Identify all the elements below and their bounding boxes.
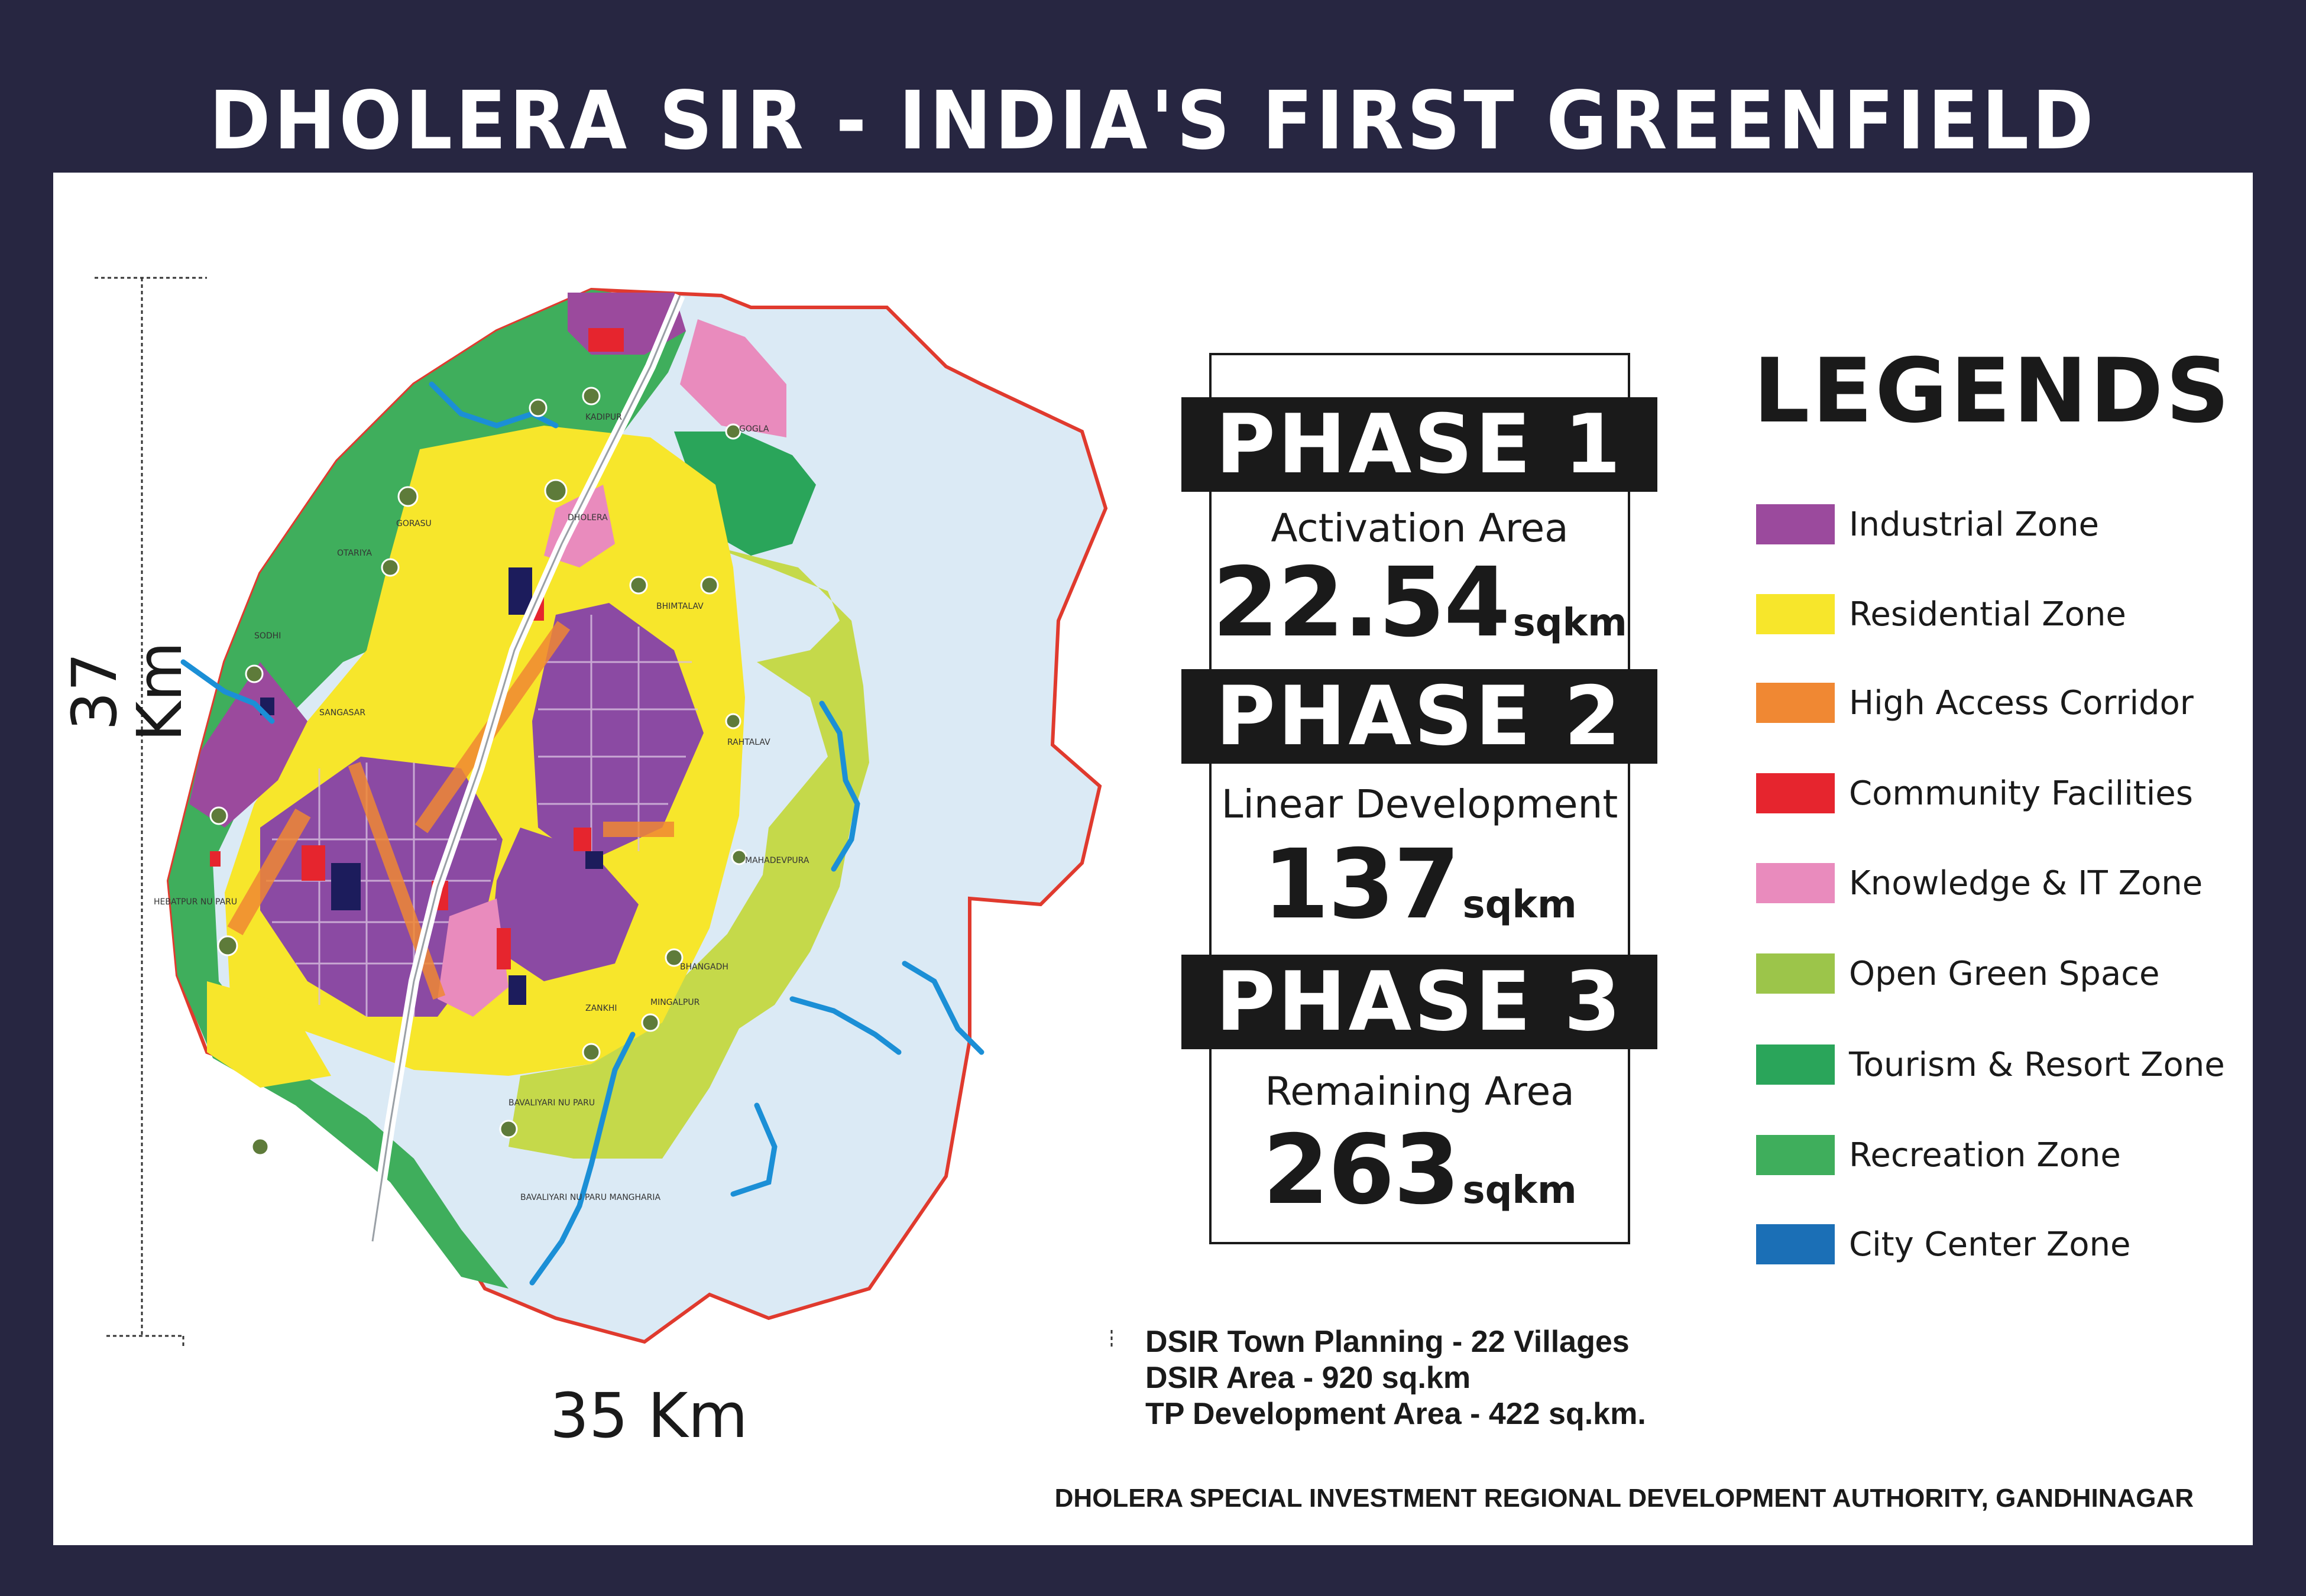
legend-label: Tourism & Resort Zone — [1849, 1046, 2225, 1084]
industrial-zone-sw — [260, 757, 503, 1017]
phase-1-area-value: 22.54 — [1212, 547, 1510, 658]
label-rahtalav: RAHTALAV — [727, 738, 770, 747]
label-bavaliyari: BAVALIYARI NU PARU — [509, 1098, 595, 1108]
open-green-space — [509, 544, 869, 1159]
label-otariya: OTARIYA — [337, 549, 372, 558]
label-bhangadh: BHANGADH — [680, 962, 728, 972]
width-dimension-label: 35 Km — [550, 1380, 748, 1452]
phase-2-header: PHASE 2 — [1181, 669, 1657, 764]
legend-swatch — [1756, 1044, 1835, 1085]
label-hebatpur: HEBATPUR NU PARU — [154, 897, 237, 907]
legend-label: High Access Corridor — [1849, 684, 2194, 722]
legend-swatch — [1756, 683, 1835, 723]
label-mangharia: BAVALIYARI NU PARU MANGHARIA — [520, 1193, 660, 1202]
knowledge-it-zone-north — [680, 319, 786, 437]
industrial-zone-west — [189, 662, 307, 828]
legend-title: LEGENDS — [1753, 340, 2232, 443]
phases-box — [1209, 353, 1630, 1244]
legend-swatch — [1756, 863, 1835, 903]
legend-label: Recreation Zone — [1849, 1136, 2121, 1175]
phase-2-description: Linear Development — [1221, 781, 1618, 827]
label-zankhi: ZANKHI — [585, 1004, 617, 1013]
knowledge-it-zone-south — [438, 898, 509, 1017]
legend-label: Community Facilities — [1849, 774, 2193, 813]
village-markers — [209, 387, 747, 1156]
notes: DSIR Town Planning - 22 Villages DSIR Ar… — [1145, 1324, 1646, 1432]
label-bhimtalav: BHIMTALAV — [656, 602, 704, 611]
legend-label: Open Green Space — [1849, 955, 2160, 993]
legend-swatch — [1756, 594, 1835, 634]
phase-2-area-unit: sqkm — [1462, 883, 1577, 927]
legend-swatch — [1756, 1224, 1835, 1264]
note-town-planning: DSIR Town Planning - 22 Villages — [1145, 1325, 1630, 1359]
label-gorasu: GORASU — [396, 519, 432, 528]
label-kadipur: KADIPUR — [585, 413, 622, 422]
phase-3-description: Remaining Area — [1265, 1069, 1575, 1114]
label-gogla: GOGLA — [739, 424, 769, 434]
phase-1-area: 22.54sqkm — [1209, 553, 1630, 673]
phase-3-area: 263sqkm — [1209, 1120, 1630, 1241]
residential-zone-west — [207, 981, 331, 1088]
phase-3-header: PHASE 3 — [1181, 955, 1657, 1049]
phase-2-area-value: 137 — [1262, 829, 1460, 940]
legend-swatch — [1756, 504, 1835, 544]
phase-3-area-value: 263 — [1262, 1115, 1460, 1226]
phase-1-header: PHASE 1 — [1181, 397, 1657, 492]
label-sangasar: SANGASAR — [319, 708, 365, 718]
label-mingalpur: MINGALPUR — [650, 998, 700, 1007]
legend-label: Knowledge & IT Zone — [1849, 864, 2203, 903]
industrial-zone-ne — [532, 603, 704, 863]
blank-patch — [922, 1230, 987, 1318]
label-dholera: DHOLERA — [568, 513, 608, 523]
legend-swatch — [1756, 773, 1835, 813]
phase-3-area-unit: sqkm — [1462, 1169, 1577, 1212]
rivers — [180, 381, 984, 1286]
phase-1-area-unit: sqkm — [1512, 601, 1627, 645]
legend-label: City Center Zone — [1849, 1225, 2131, 1264]
authority-credit: DHOLERA SPECIAL INVESTMENT REGIONAL DEVE… — [1054, 1484, 2194, 1513]
dholera-zoning-map: DHOLERA SODHI GORASU OTARIYA SANGASAR KA… — [83, 236, 1135, 1430]
map-village-labels: DHOLERA SODHI GORASU OTARIYA SANGASAR KA… — [154, 413, 809, 1202]
height-dimension-label: 37 Km — [59, 641, 196, 742]
phase-2-area: 137sqkm — [1209, 835, 1630, 955]
phase-1-description: Activation Area — [1271, 505, 1569, 551]
legend-label: Industrial Zone — [1849, 505, 2100, 544]
label-sodhi: SODHI — [254, 631, 281, 641]
label-mahadevpura: MAHADEVPURA — [745, 856, 809, 865]
legend-swatch — [1756, 1135, 1835, 1175]
note-tp-area: TP Development Area - 422 sq.km. — [1145, 1397, 1646, 1431]
legend-label: Residential Zone — [1849, 595, 2126, 634]
legend-swatch — [1756, 953, 1835, 994]
note-dsir-area: DSIR Area - 920 sq.km — [1145, 1361, 1471, 1395]
